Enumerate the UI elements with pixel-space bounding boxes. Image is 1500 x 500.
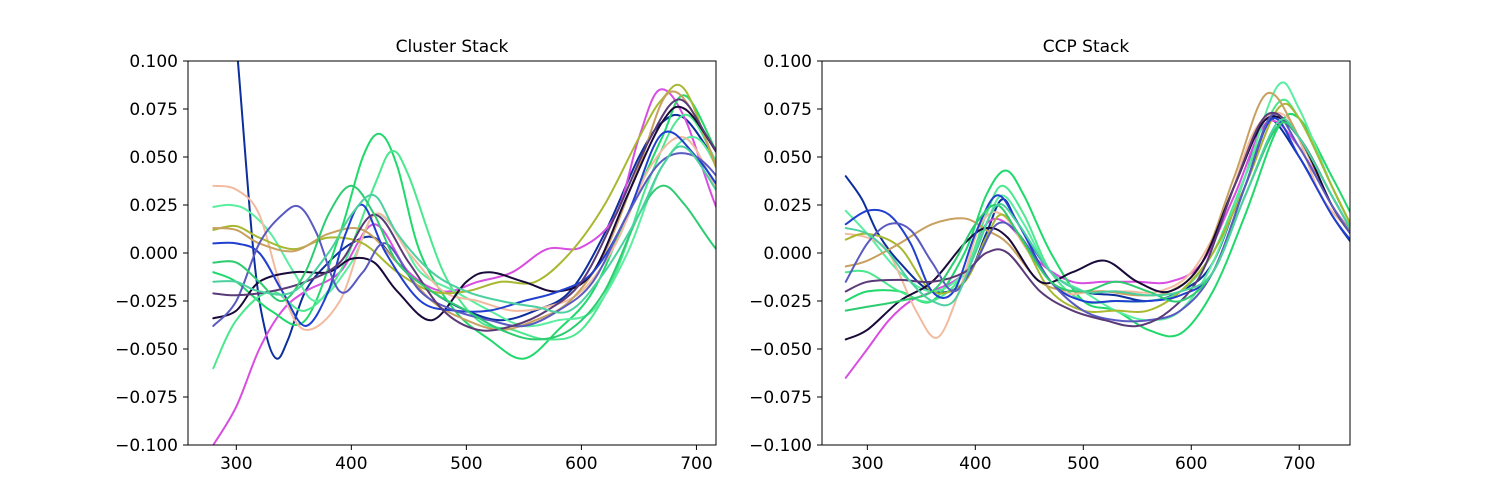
y-tick-label: −0.100 [749,436,812,456]
series-line-13 [844,121,1350,312]
y-tick-label: −0.075 [749,388,812,408]
y-tick-label: 0.025 [129,196,178,216]
plot-lines [844,81,1350,379]
plot-frame [187,60,717,446]
cluster-stack-panel: Cluster Stack 300 400 500 600 700 0.100 0.075 0… [115,37,717,474]
y-tick-label: 0.050 [763,148,812,168]
series-line-14 [844,118,1350,307]
y-tick-label: 0.050 [129,148,178,168]
y-tick-label: −0.075 [115,388,178,408]
plot-lines [212,61,716,445]
y-tick-label: 0.100 [129,52,178,72]
y-tick-label: 0.000 [763,244,812,264]
y-tick-label: −0.025 [749,292,812,312]
series-line-11 [844,112,1350,323]
x-tick-label: 400 [335,454,367,474]
series-line-10 [212,130,716,327]
x-tick-label: 700 [1283,454,1315,474]
series-line-11 [212,152,716,328]
y-tick-label: −0.100 [115,436,178,456]
chart-title: CCP Stack [1043,37,1130,57]
y-tick-label: −0.050 [115,340,178,360]
x-tick-label: 400 [959,454,991,474]
x-tick-label: 300 [220,454,252,474]
y-tick-label: −0.025 [115,292,178,312]
ccp-stack-panel: CCP Stack 300 400 500 600 700 0.100 0.075 0.050… [749,37,1351,474]
x-tick-label: 600 [1175,454,1207,474]
y-tick-label: 0.000 [129,244,178,264]
series-line-13 [212,184,716,341]
y-tick-label: 0.075 [129,100,178,120]
axis-ticks: 300 400 500 600 700 0.100 0.075 0.050 0.025 0.000… [749,52,1315,474]
x-tick-label: 600 [565,454,597,474]
series-line-9 [212,105,716,322]
series-line-2 [212,88,716,445]
x-tick-label: 500 [450,454,482,474]
series-line-7 [212,83,716,295]
y-tick-label: 0.075 [763,100,812,120]
series-line-14 [212,145,716,314]
series-line-12 [844,111,1350,328]
y-tick-label: 0.025 [763,196,812,216]
series-line-10 [844,117,1350,304]
plot-frame [821,60,1351,446]
x-tick-label: 700 [680,454,712,474]
chart-title: Cluster Stack [396,37,509,57]
y-tick-label: 0.100 [763,52,812,72]
y-tick-label: −0.050 [749,340,812,360]
x-tick-label: 300 [851,454,883,474]
axis-ticks: 300 400 500 600 700 0.100 0.075 0.050 0.025 0.000… [115,52,713,474]
x-tick-label: 500 [1067,454,1099,474]
